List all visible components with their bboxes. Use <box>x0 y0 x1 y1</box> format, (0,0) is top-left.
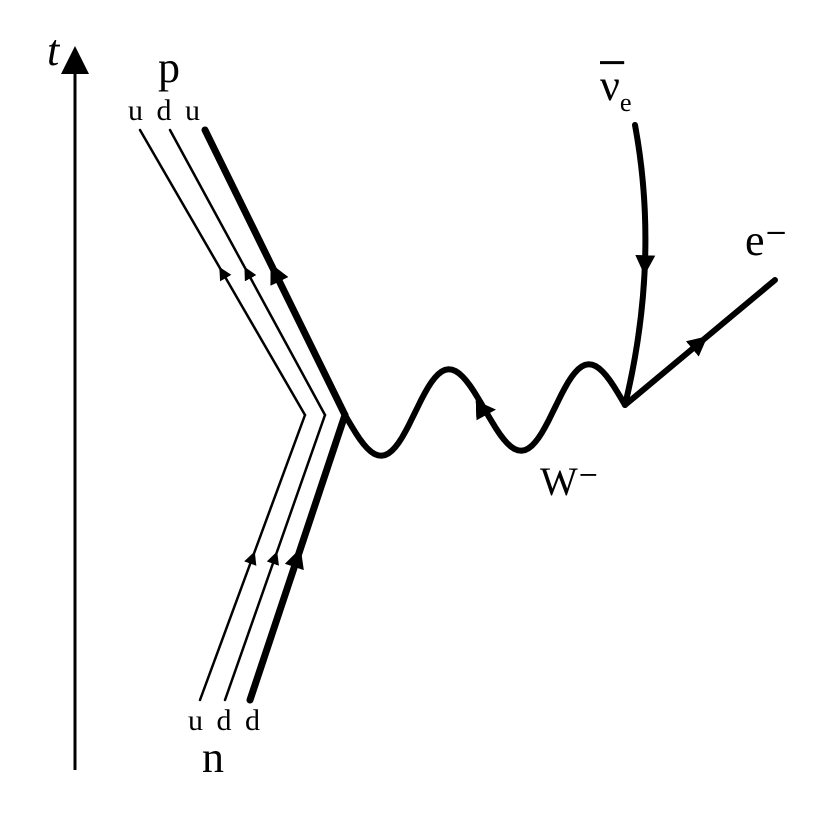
antineutrino-label: νe <box>600 61 632 117</box>
feynman-diagram: t u d dn u d up W⁻ e⁻ νe <box>0 0 825 825</box>
neutron-quark-d1 <box>225 558 275 701</box>
electron-label: e⁻ <box>745 216 788 265</box>
proton-quark-u1 <box>223 273 306 416</box>
neutron-quark-d1 <box>275 415 325 558</box>
proton-quark-labels: u d u <box>128 94 203 127</box>
time-axis-label: t <box>47 26 61 75</box>
neutron-quark-d2 <box>250 558 298 701</box>
neutron-quark-labels: u d d <box>188 704 263 737</box>
neutron-quark-d2 <box>298 415 346 558</box>
neutron-quark-u <box>200 558 253 701</box>
proton-label: p <box>158 43 180 92</box>
neutron-quark-u <box>253 415 306 558</box>
antineutrino-line <box>625 125 645 405</box>
electron-line <box>700 280 775 343</box>
proton-quark-u2 <box>205 130 275 273</box>
w-boson-label: W⁻ <box>540 459 599 504</box>
neutron-label: n <box>202 733 224 782</box>
